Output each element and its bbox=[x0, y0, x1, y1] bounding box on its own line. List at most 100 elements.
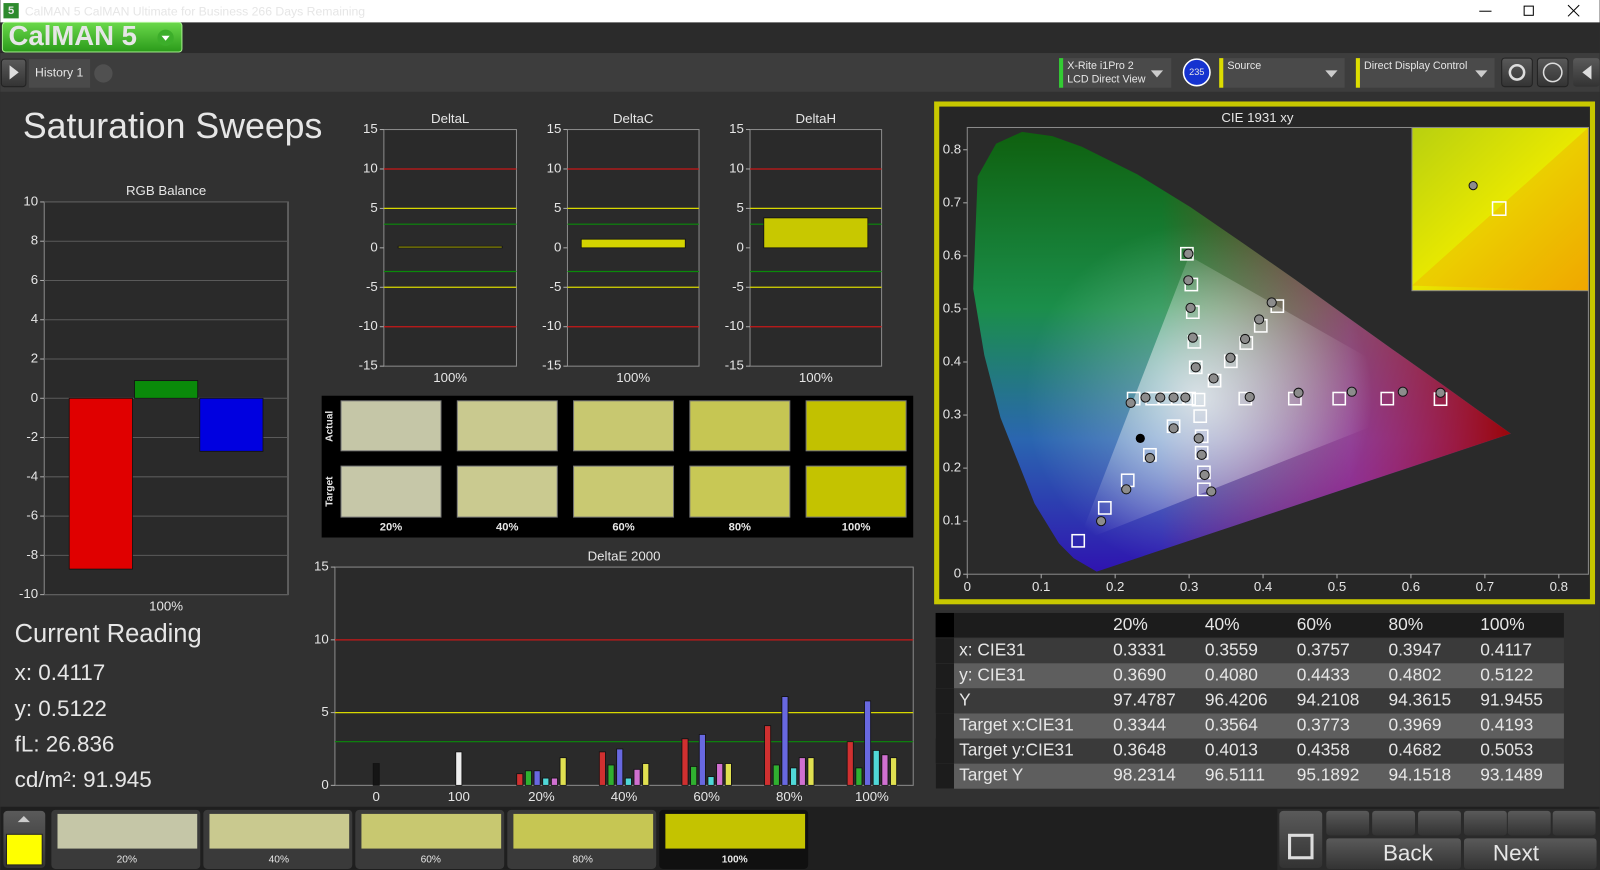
table-cell: 0.4433 bbox=[1297, 664, 1350, 684]
y-tick-label: 15 bbox=[729, 121, 744, 136]
current-reading-line: cd/m²: 91.945 bbox=[15, 767, 152, 792]
bar bbox=[372, 763, 380, 786]
target-swatch bbox=[573, 465, 675, 518]
table-cell: 98.2314 bbox=[1113, 765, 1176, 785]
collapse-icon bbox=[1582, 65, 1592, 80]
measured-point bbox=[1168, 423, 1179, 434]
chart-title: DeltaE 2000 bbox=[588, 548, 661, 563]
meter-badge[interactable] bbox=[1182, 58, 1211, 87]
y-tick-label: 5 bbox=[737, 200, 744, 215]
x-tick-label: 0 bbox=[964, 579, 971, 594]
next-button[interactable] bbox=[1463, 838, 1597, 869]
logo[interactable] bbox=[1, 21, 183, 53]
swatch-label: 80% bbox=[729, 521, 751, 533]
x-tick-label: 0.8 bbox=[1550, 579, 1568, 594]
y-tick-label: 5 bbox=[370, 200, 377, 215]
sweep-step-label: 80% bbox=[573, 854, 593, 865]
y-tick-label: 6 bbox=[31, 272, 38, 287]
control-button[interactable] bbox=[1326, 810, 1370, 836]
display-selector[interactable] bbox=[1355, 58, 1495, 88]
bar bbox=[690, 766, 698, 786]
chart-title: RGB Balance bbox=[126, 183, 206, 198]
table-cell: 0.3331 bbox=[1113, 639, 1166, 659]
x-tick-label: 100% bbox=[433, 370, 467, 385]
bar bbox=[716, 763, 724, 786]
x-tick-label: 0.4 bbox=[1254, 579, 1272, 594]
measured-point bbox=[1125, 397, 1136, 408]
measured-point bbox=[1266, 297, 1277, 308]
bar bbox=[559, 757, 567, 786]
icon-button[interactable] bbox=[1501, 57, 1533, 88]
sweep-step-label: 100% bbox=[722, 854, 748, 865]
add-tab-button[interactable] bbox=[94, 64, 113, 83]
target-point bbox=[1332, 391, 1347, 406]
x-tick-label: 0.6 bbox=[1402, 579, 1420, 594]
title-bar bbox=[0, 0, 1600, 23]
current-reading-line: x: 0.4117 bbox=[15, 660, 106, 685]
back-label[interactable]: Back bbox=[1383, 841, 1434, 866]
y-tick-label: -10 bbox=[725, 318, 744, 333]
table-header-cell: 40% bbox=[1205, 614, 1240, 634]
table-cell: 0.3947 bbox=[1388, 639, 1441, 659]
icon-button[interactable] bbox=[1536, 57, 1569, 88]
x-tick-label: 80% bbox=[776, 789, 803, 804]
maximize-button[interactable] bbox=[1523, 5, 1534, 16]
gamut-triangle bbox=[1078, 255, 1441, 543]
meter-selector[interactable] bbox=[1059, 58, 1172, 88]
row-label: Target y:CIE31 bbox=[959, 740, 1074, 760]
measured-point bbox=[1397, 386, 1408, 397]
row-marker bbox=[935, 763, 955, 789]
measured-point bbox=[1225, 352, 1236, 363]
measured-point bbox=[1199, 469, 1210, 481]
y-tick-label: 10 bbox=[729, 160, 744, 175]
chart-title: DeltaH bbox=[796, 111, 837, 126]
bar bbox=[542, 777, 550, 786]
table-cell: 0.3564 bbox=[1205, 715, 1258, 735]
control-button[interactable] bbox=[1372, 810, 1416, 836]
bar bbox=[533, 770, 541, 786]
next-label[interactable]: Next bbox=[1493, 841, 1540, 866]
y-tick-label: 15 bbox=[314, 559, 329, 574]
swatch-label: 60% bbox=[612, 521, 634, 533]
plot-area bbox=[334, 566, 914, 786]
y-tick-label: -15 bbox=[359, 358, 378, 373]
control-button[interactable] bbox=[1418, 810, 1461, 836]
row-marker bbox=[935, 713, 955, 739]
back-button[interactable] bbox=[1326, 838, 1461, 869]
table-corner bbox=[935, 612, 955, 638]
bar bbox=[763, 217, 869, 249]
sweep-step-swatch bbox=[665, 813, 806, 849]
play-icon bbox=[9, 65, 19, 80]
swatch-label: 20% bbox=[380, 521, 402, 533]
bar bbox=[598, 751, 606, 786]
table-cell: 94.1518 bbox=[1388, 765, 1451, 785]
zoom-inset bbox=[1411, 126, 1589, 292]
measured-point bbox=[1206, 486, 1217, 497]
swatch-row-label: Actual bbox=[324, 411, 335, 442]
bar bbox=[68, 397, 133, 570]
bar bbox=[807, 757, 815, 786]
close-button[interactable] bbox=[1567, 4, 1580, 17]
bar bbox=[616, 748, 624, 786]
control-button[interactable] bbox=[1552, 810, 1596, 836]
control-button[interactable] bbox=[1463, 810, 1507, 836]
y-tick-label: -5 bbox=[366, 279, 378, 294]
sweep-step-swatch bbox=[57, 813, 198, 849]
row-label: x: CIE31 bbox=[959, 639, 1025, 659]
y-tick-label: -8 bbox=[26, 547, 38, 562]
source-selector[interactable] bbox=[1219, 58, 1345, 88]
table-row bbox=[935, 688, 1564, 714]
sweep-step-swatch bbox=[361, 813, 502, 849]
chart-title: CIE 1931 xy bbox=[1221, 110, 1294, 125]
meter-strip bbox=[1059, 58, 1064, 88]
control-button[interactable] bbox=[1507, 810, 1551, 836]
y-tick-label: 0.3 bbox=[943, 407, 961, 422]
tab[interactable] bbox=[28, 59, 91, 88]
sweep-step-swatch bbox=[513, 813, 654, 849]
stop-big-button[interactable] bbox=[1279, 810, 1323, 868]
table-cell: 0.3690 bbox=[1113, 664, 1166, 684]
y-tick-label: 10 bbox=[23, 193, 38, 208]
y-tick-label: 0.4 bbox=[943, 353, 961, 368]
stop-big-icon bbox=[1288, 833, 1314, 860]
source-strip bbox=[1219, 58, 1224, 88]
